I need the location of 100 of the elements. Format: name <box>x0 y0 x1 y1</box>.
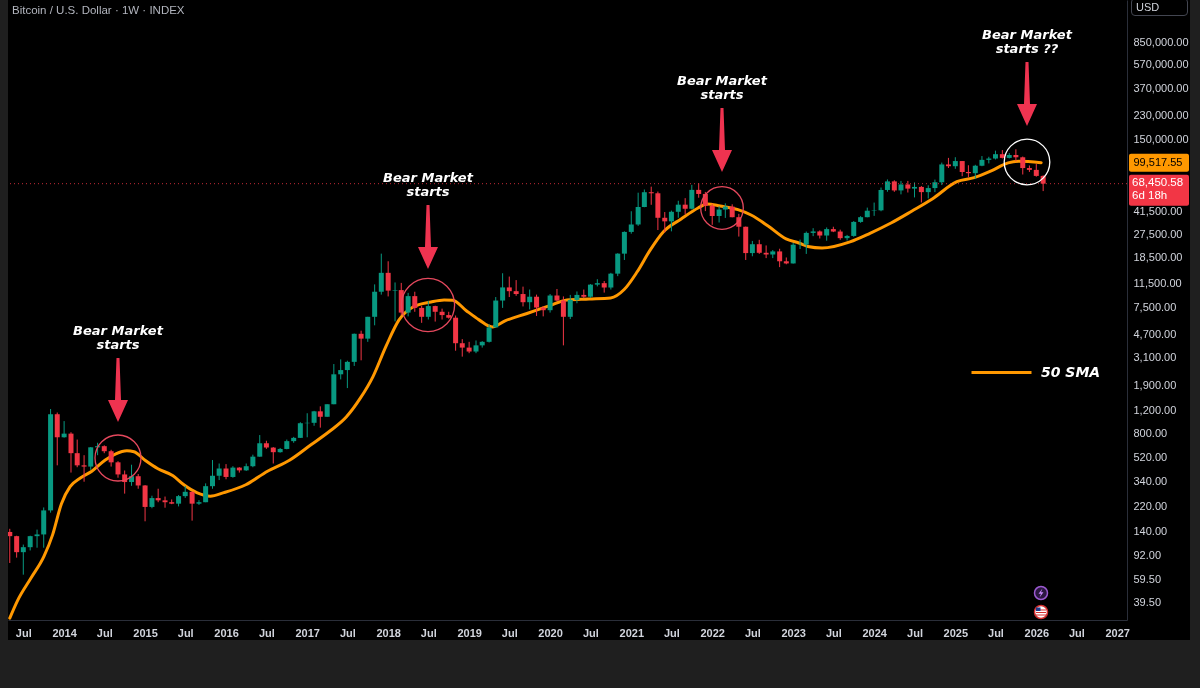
candlestick <box>939 162 945 186</box>
candlestick <box>425 300 431 321</box>
y-tick-label: 370,000.00 <box>1133 82 1189 95</box>
chart-title: Bitcoin / U.S. Dollar · 1W · INDEX <box>12 4 185 16</box>
line-series <box>8 159 1043 620</box>
y-tick-label: 570,000.00 <box>1133 58 1189 71</box>
candlestick <box>803 231 809 255</box>
candlestick <box>74 439 80 468</box>
candlestick <box>648 186 654 206</box>
candlestick <box>932 179 938 193</box>
y-tick-label: 220.00 <box>1133 499 1168 512</box>
candlestick <box>405 292 411 317</box>
candlestick <box>527 289 533 310</box>
candlestick <box>378 253 384 296</box>
candlestick <box>473 339 479 354</box>
x-tick-label: Jul <box>1068 626 1085 639</box>
x-tick-label: Jul <box>663 626 680 639</box>
y-tick-label: 230,000.00 <box>1133 109 1189 122</box>
y-tick-label: 850,000.00 <box>1133 35 1189 48</box>
y-tick-label: 520.00 <box>1133 451 1168 464</box>
candlestick <box>317 405 323 429</box>
candlestick <box>621 230 627 261</box>
x-tick-label: 2019 <box>457 626 482 639</box>
x-tick-label: 2022 <box>700 626 725 639</box>
candlestick <box>338 358 344 380</box>
candlestick <box>615 252 621 277</box>
candlestick <box>486 323 492 344</box>
y-tick-label: 11,500.00 <box>1133 277 1182 290</box>
candlestick <box>547 293 553 314</box>
candlestick <box>20 544 26 576</box>
candlestick <box>54 412 60 466</box>
x-tick-label: 2027 <box>1105 626 1130 639</box>
candlestick <box>871 202 877 217</box>
candlestick <box>520 286 526 307</box>
candlestick <box>506 276 512 298</box>
candlestick <box>898 180 904 195</box>
candlestick <box>34 529 40 549</box>
candlestick <box>635 192 641 227</box>
candlestick <box>1013 148 1019 162</box>
x-tick-label: Jul <box>177 626 194 639</box>
candlestick <box>790 242 796 265</box>
legend-label: 50 SMA <box>1041 363 1101 380</box>
candlestick <box>702 191 708 212</box>
candlestick <box>716 205 722 223</box>
candlestick <box>210 459 215 490</box>
x-tick-label: 2016 <box>214 626 239 639</box>
candlestick <box>358 330 364 361</box>
y-tick-label: 800.00 <box>1133 427 1168 440</box>
x-tick-label: 2023 <box>781 626 806 639</box>
annotation: Bear Market starts <box>383 170 474 199</box>
candlestick <box>257 434 263 458</box>
ref-line-label: 68,450.58 6d 18h <box>1132 175 1184 201</box>
candlestick <box>365 316 371 343</box>
x-tick-label: 2021 <box>619 626 645 639</box>
candlestick <box>628 210 634 235</box>
candlestick <box>878 187 884 212</box>
candlestick <box>567 294 573 320</box>
candlestick <box>196 499 202 506</box>
candlestick <box>392 281 398 322</box>
candlestick <box>689 184 695 210</box>
candlestick <box>68 431 74 474</box>
candlestick <box>534 294 540 317</box>
candlestick <box>223 463 229 480</box>
y-tick-label: 340.00 <box>1133 475 1168 488</box>
annotation: Bear Market starts <box>677 73 768 102</box>
y-tick-label: 150,000.00 <box>1133 133 1189 146</box>
candlestick <box>844 234 850 241</box>
y-tick-label: 59.50 <box>1133 573 1162 586</box>
x-tick-label: 2024 <box>862 626 888 639</box>
candlestick <box>385 260 391 297</box>
candlestick <box>412 291 418 313</box>
y-tick-label: 41,500.00 <box>1133 205 1183 218</box>
x-tick-label: Jul <box>907 626 923 639</box>
candlestick <box>810 227 816 237</box>
x-tick-label: 2020 <box>538 626 563 639</box>
candlestick <box>668 210 674 232</box>
y-tick-label: 99,517.55 <box>1133 156 1183 169</box>
candlestick <box>560 295 566 346</box>
candlestick <box>189 491 195 522</box>
y-axis-title: USD <box>1136 1 1160 13</box>
x-tick-label: Jul <box>420 626 437 639</box>
x-tick-label: Jul <box>583 626 599 639</box>
x-tick-label: Jul <box>258 626 275 639</box>
x-tick-label: Jul <box>825 626 842 639</box>
y-tick-label: 92.00 <box>1133 548 1162 561</box>
candlestick <box>554 288 560 302</box>
y-tick-label: 1,200.00 <box>1133 404 1177 417</box>
x-tick-label: Jul <box>339 626 356 639</box>
candlestick <box>500 272 506 309</box>
candlestick <box>162 496 168 509</box>
candlestick <box>709 203 715 226</box>
x-tick-label: Jul <box>96 626 113 639</box>
y-tick-label: 1,900.00 <box>1133 378 1177 391</box>
y-tick-label: 4,700.00 <box>1133 327 1177 340</box>
x-tick-label: 2025 <box>943 626 969 639</box>
y-tick-label: 3,100.00 <box>1133 351 1177 364</box>
x-tick-label: 2017 <box>295 626 320 639</box>
candlestick <box>763 244 769 259</box>
x-tick-label: Jul <box>744 626 761 639</box>
annotation: Bear Market starts <box>73 323 164 352</box>
